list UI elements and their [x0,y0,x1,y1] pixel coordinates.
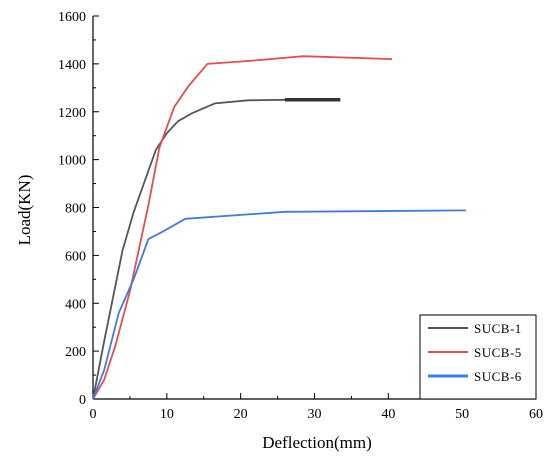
legend-label-sucb-1: SUCB-1 [474,321,522,336]
legend: SUCB-1 SUCB-5 SUCB-6 [419,314,537,400]
y-tick-label: 1600 [58,10,86,25]
series-line-sucb-1 [92,98,341,400]
y-tick-label: 1200 [58,106,86,121]
x-axis-label: Deflection(mm) [262,433,372,452]
x-tick-label: 50 [455,407,469,422]
x-tick-label: 0 [90,407,97,422]
legend-label-sucb-5: SUCB-5 [474,345,522,360]
y-tick-label: 200 [65,345,86,360]
y-tick-label: 600 [65,249,86,264]
x-tick-label: 20 [234,407,248,422]
y-tick-label: 800 [65,202,86,217]
x-tick-label: 60 [529,407,543,422]
x-tick-label: 10 [160,407,174,422]
y-tick-label: 1400 [58,58,86,73]
y-tick-label: 400 [65,297,86,312]
series-line-sucb-5 [92,55,393,400]
x-tick-label: 30 [308,407,322,422]
series-layer [92,55,466,400]
series-line-sucb-6 [92,209,466,400]
y-tick-label: 0 [79,393,86,408]
y-axis-label: Load(KN) [15,175,34,246]
x-tick-label: 40 [381,407,395,422]
y-tick-label: 1000 [58,154,86,169]
legend-label-sucb-6: SUCB-6 [474,369,522,384]
